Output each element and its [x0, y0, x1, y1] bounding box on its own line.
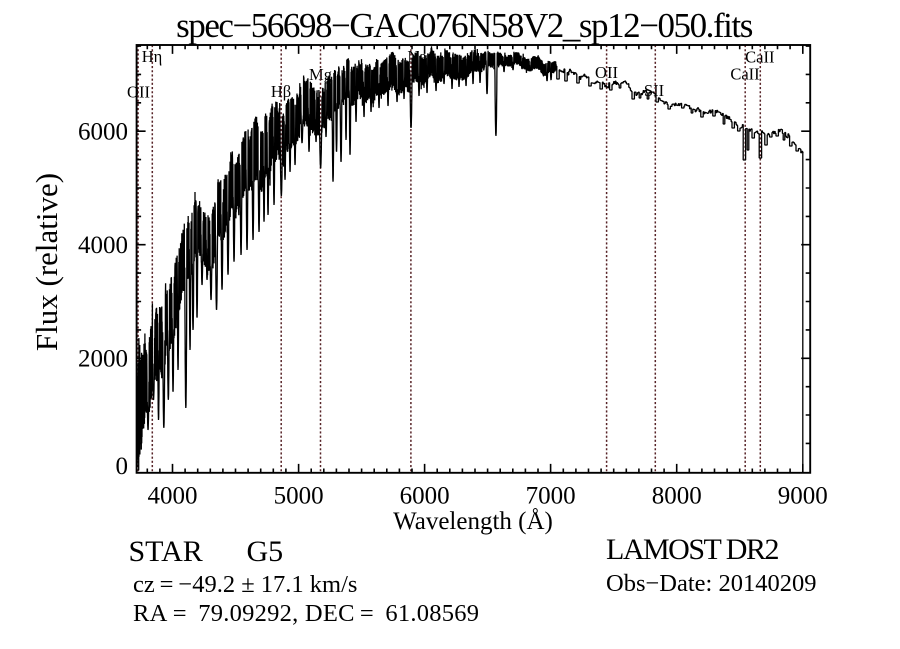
svg-text:4000: 4000: [148, 483, 198, 510]
svg-text:0: 0: [116, 453, 129, 480]
svg-text:CaII: CaII: [730, 65, 759, 84]
svg-text:CaII: CaII: [745, 48, 774, 67]
svg-text:cz = −49.2 ± 17.1 km/s: cz = −49.2 ± 17.1 km/s: [133, 571, 357, 598]
svg-text:9000: 9000: [778, 483, 828, 510]
svg-text:5000: 5000: [274, 483, 324, 510]
svg-text:RA = 79.09292, DEC = 61.0856: RA = 79.09292, DEC = 61.08569: [133, 600, 479, 627]
svg-text:spec−56698−GAC076N58V2_sp12−05: spec−56698−GAC076N58V2_sp12−050.fits: [176, 6, 753, 45]
svg-text:Obs−Date: 20140209: Obs−Date: 20140209: [606, 570, 816, 597]
svg-text:G5: G5: [247, 535, 284, 568]
svg-text:OII: OII: [595, 63, 618, 82]
svg-text:Wavelength (Å): Wavelength (Å): [393, 508, 553, 535]
svg-text:4000: 4000: [78, 232, 128, 259]
svg-text:Hη: Hη: [142, 47, 163, 66]
svg-text:LAMOST DR2: LAMOST DR2: [606, 533, 778, 566]
svg-text:2000: 2000: [78, 346, 128, 373]
svg-text:6000: 6000: [78, 119, 128, 146]
svg-text:8000: 8000: [652, 483, 702, 510]
svg-text:Flux (relative): Flux (relative): [29, 173, 64, 351]
svg-text:STAR: STAR: [129, 535, 203, 568]
svg-text:7000: 7000: [526, 483, 576, 510]
svg-text:6000: 6000: [400, 483, 450, 510]
